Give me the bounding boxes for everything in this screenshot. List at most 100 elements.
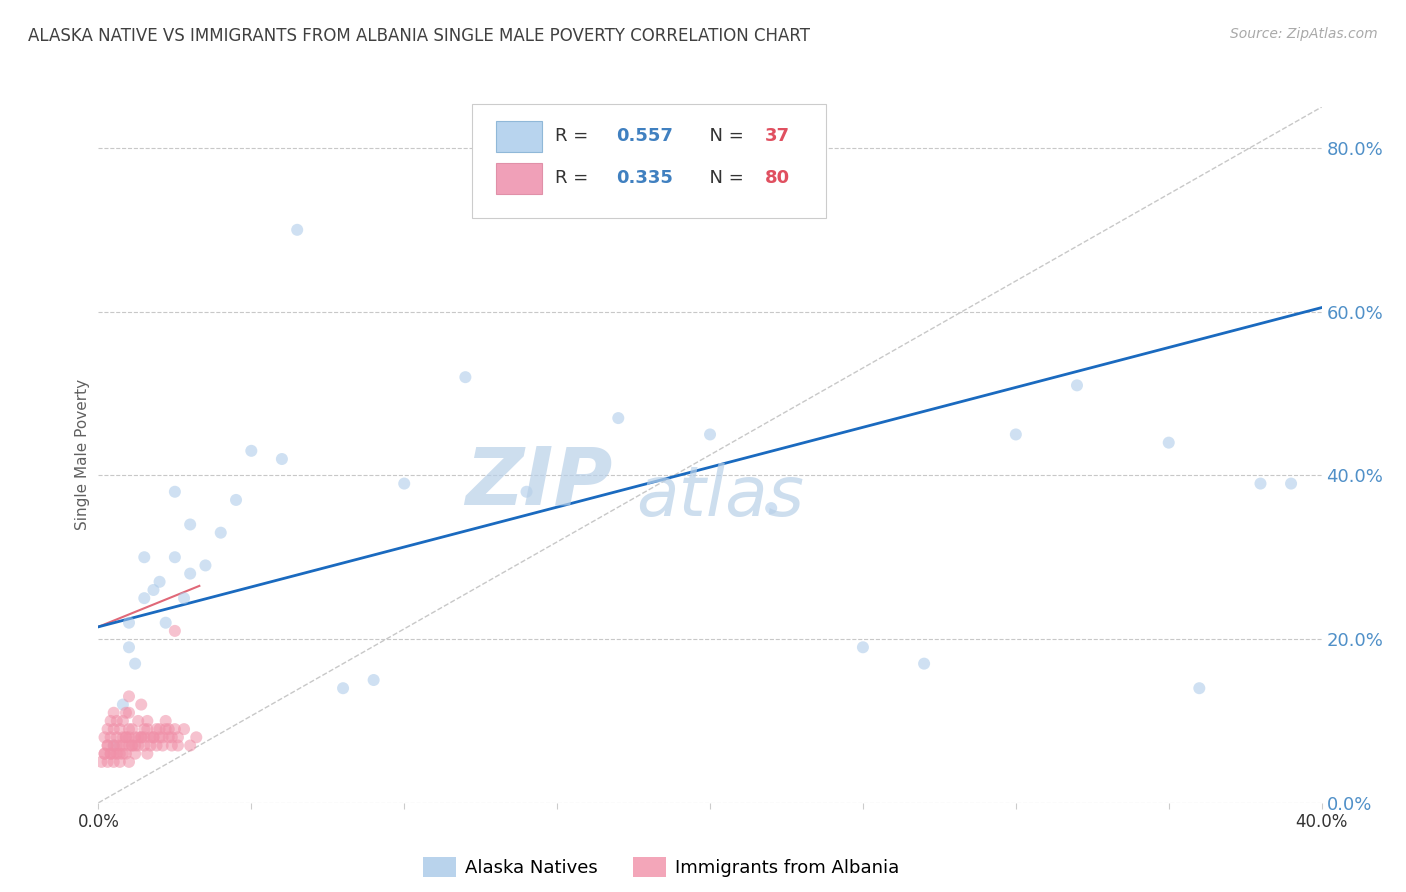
Point: [145, 739, 167, 753]
Point: [111, 731, 134, 745]
Point: [105, 731, 128, 745]
Point: [103, 706, 125, 720]
Point: [1188, 681, 1211, 696]
Point: [111, 714, 134, 728]
Point: [1066, 378, 1088, 392]
Point: [157, 722, 180, 736]
Point: [139, 739, 162, 753]
Point: [97, 722, 120, 736]
Point: [97, 739, 120, 753]
Text: 80: 80: [765, 169, 790, 187]
Point: [134, 722, 156, 736]
Text: 0.335: 0.335: [616, 169, 672, 187]
Point: [103, 747, 125, 761]
Point: [108, 722, 131, 736]
Point: [127, 739, 149, 753]
Point: [118, 722, 141, 736]
FancyBboxPatch shape: [496, 162, 543, 194]
Point: [100, 747, 122, 761]
Legend: Alaska Natives, Immigrants from Albania: Alaska Natives, Immigrants from Albania: [416, 850, 907, 884]
Point: [105, 714, 128, 728]
Point: [108, 739, 131, 753]
Point: [1279, 476, 1302, 491]
Point: [225, 492, 247, 507]
FancyBboxPatch shape: [496, 121, 543, 153]
Point: [100, 714, 122, 728]
Point: [179, 739, 201, 753]
Point: [118, 755, 141, 769]
Text: ZIP: ZIP: [465, 443, 612, 522]
Point: [454, 370, 477, 384]
Point: [209, 525, 232, 540]
Y-axis label: Single Male Poverty: Single Male Poverty: [75, 379, 90, 531]
Point: [155, 714, 177, 728]
Point: [105, 747, 128, 761]
Point: [173, 591, 195, 606]
Text: R =: R =: [555, 128, 593, 145]
Point: [149, 722, 172, 736]
Text: 0.557: 0.557: [616, 128, 672, 145]
Point: [103, 739, 125, 753]
Point: [105, 739, 128, 753]
Point: [186, 731, 208, 745]
Point: [115, 706, 138, 720]
Point: [93, 747, 115, 761]
Point: [136, 747, 159, 761]
Point: [134, 731, 156, 745]
Point: [163, 550, 186, 565]
Point: [118, 706, 141, 720]
Point: [93, 747, 115, 761]
Point: [115, 731, 138, 745]
Point: [759, 501, 782, 516]
Point: [392, 476, 416, 491]
Point: [118, 739, 141, 753]
Point: [1004, 427, 1026, 442]
Text: ALASKA NATIVE VS IMMIGRANTS FROM ALBANIA SINGLE MALE POVERTY CORRELATION CHART: ALASKA NATIVE VS IMMIGRANTS FROM ALBANIA…: [28, 27, 810, 45]
Point: [124, 739, 146, 753]
Point: [103, 722, 125, 736]
Point: [155, 615, 177, 630]
Point: [100, 731, 122, 745]
Point: [163, 722, 186, 736]
Point: [127, 714, 149, 728]
Text: N =: N =: [697, 128, 749, 145]
Point: [173, 722, 195, 736]
Point: [179, 566, 201, 581]
Point: [149, 574, 172, 589]
Point: [124, 731, 146, 745]
Point: [163, 624, 186, 638]
Point: [1249, 476, 1271, 491]
Point: [115, 731, 138, 745]
Point: [149, 731, 172, 745]
Point: [152, 739, 174, 753]
Point: [134, 739, 156, 753]
Text: Source: ZipAtlas.com: Source: ZipAtlas.com: [1230, 27, 1378, 41]
Point: [163, 484, 186, 499]
FancyBboxPatch shape: [471, 103, 827, 219]
Point: [136, 714, 159, 728]
Point: [852, 640, 875, 655]
Point: [179, 517, 201, 532]
Point: [270, 452, 292, 467]
Point: [108, 755, 131, 769]
Point: [157, 731, 180, 745]
Point: [167, 739, 190, 753]
Point: [100, 747, 122, 761]
Point: [129, 731, 152, 745]
Point: [1157, 435, 1180, 450]
Point: [134, 550, 156, 565]
Point: [699, 427, 721, 442]
Point: [160, 731, 183, 745]
Point: [90, 755, 112, 769]
Point: [332, 681, 354, 696]
Point: [155, 722, 177, 736]
Point: [121, 722, 143, 736]
Point: [142, 731, 165, 745]
Point: [97, 739, 120, 753]
Point: [103, 755, 125, 769]
Point: [240, 443, 263, 458]
Point: [118, 690, 141, 704]
Point: [363, 673, 385, 687]
Point: [93, 731, 115, 745]
Point: [103, 739, 125, 753]
